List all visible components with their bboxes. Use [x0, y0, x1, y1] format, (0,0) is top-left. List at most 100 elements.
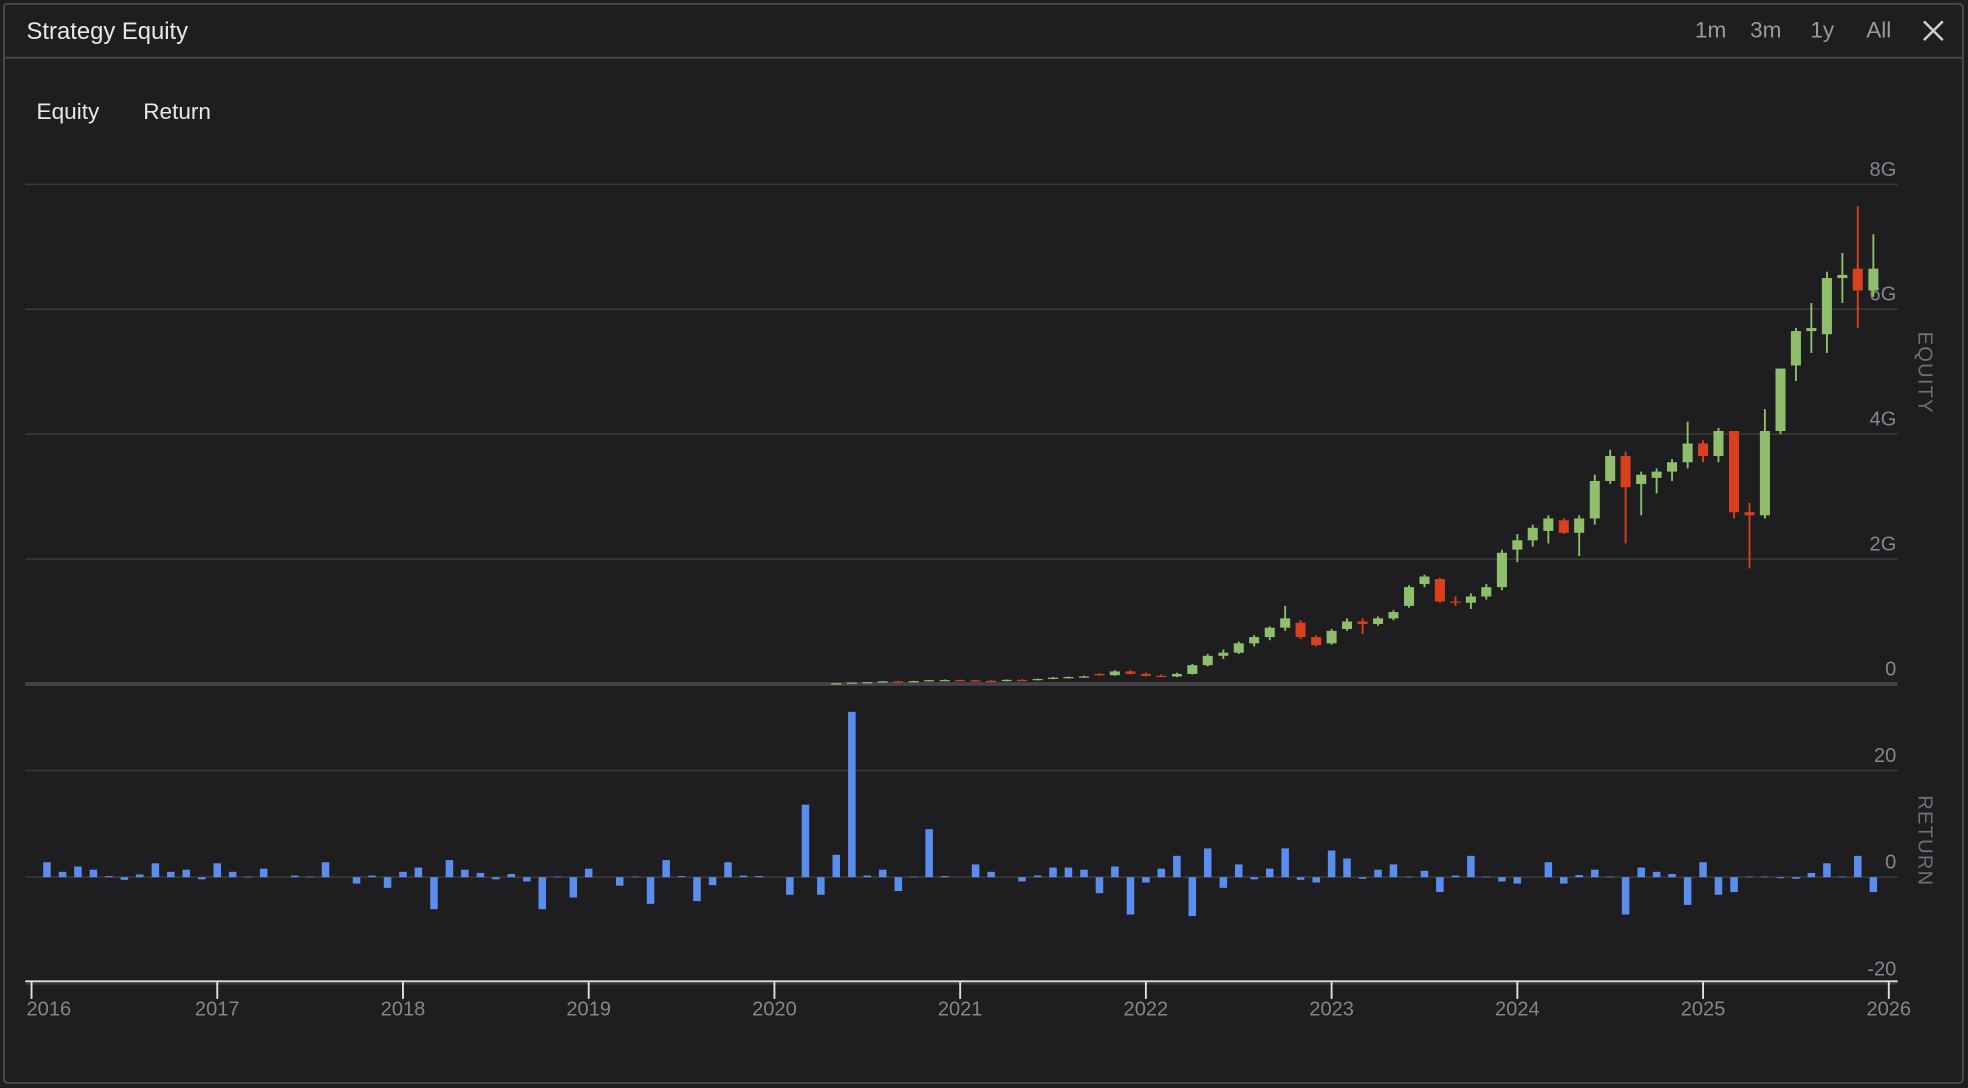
- return-bar: [1033, 875, 1042, 878]
- return-bar: [1296, 877, 1305, 880]
- candle-body: [1326, 630, 1337, 644]
- return-bar: [1157, 868, 1166, 878]
- return-bar: [414, 867, 423, 878]
- candle-body: [1558, 520, 1569, 533]
- candle-body: [1264, 627, 1275, 638]
- return-bar: [817, 877, 825, 895]
- return-bar: [538, 877, 547, 910]
- return-bar: [1621, 877, 1630, 915]
- range-button[interactable]: 3m: [1750, 17, 1781, 42]
- return-bar: [1807, 872, 1816, 878]
- return-bar: [1018, 877, 1026, 882]
- candle-body: [1295, 622, 1306, 638]
- return-bar: [1188, 877, 1197, 917]
- return-bar: [1544, 862, 1553, 878]
- candle-body: [939, 680, 950, 682]
- return-bar: [1111, 866, 1119, 878]
- return-bar: [1358, 877, 1367, 879]
- return-bar: [1575, 875, 1583, 878]
- candle-body: [1156, 675, 1167, 678]
- return-bar: [523, 877, 531, 882]
- return-bar: [1761, 876, 1769, 878]
- y-tick-label: 8G: [1870, 159, 1897, 181]
- return-bar: [290, 875, 299, 878]
- return-bar: [1420, 870, 1429, 878]
- return-bar: [1126, 877, 1135, 915]
- y-tick-label: 20: [1874, 745, 1896, 767]
- x-tick-label: 2023: [1309, 998, 1354, 1020]
- return-bar: [244, 876, 253, 878]
- candle-body: [1744, 512, 1755, 516]
- x-tick-label: 2020: [752, 998, 797, 1020]
- candle-body: [893, 681, 904, 683]
- candle-body: [1651, 471, 1662, 478]
- range-button[interactable]: All: [1866, 17, 1891, 42]
- candle-body: [1202, 655, 1213, 666]
- return-bar: [863, 875, 872, 878]
- candle-body: [1775, 368, 1786, 432]
- return-bar: [198, 877, 206, 880]
- tab[interactable]: Return: [143, 99, 211, 124]
- candle-body: [1404, 587, 1415, 606]
- return-bar: [1142, 877, 1150, 883]
- candle-body: [1465, 596, 1476, 603]
- return-bar: [1173, 855, 1181, 878]
- return-bar: [399, 871, 407, 878]
- candle-body: [1682, 443, 1693, 463]
- tab[interactable]: Equity: [37, 99, 100, 124]
- return-bar: [646, 877, 655, 904]
- return-bar: [1389, 864, 1398, 878]
- candle-body: [1512, 540, 1523, 550]
- candle-body: [1094, 673, 1105, 676]
- candle-body: [1605, 455, 1616, 481]
- x-tick-label: 2016: [27, 998, 72, 1020]
- return-bar: [848, 711, 856, 878]
- candle-body: [1048, 677, 1059, 679]
- y-axis-title: RETURN: [1914, 795, 1936, 886]
- return-bar: [1823, 863, 1831, 878]
- candle-body: [1806, 327, 1817, 332]
- return-bar: [167, 871, 175, 878]
- return-bar: [492, 877, 500, 880]
- return-bar: [1436, 877, 1444, 893]
- candle-body: [1450, 601, 1461, 603]
- return-bar: [662, 860, 670, 878]
- return-bar: [569, 877, 578, 898]
- candle-body: [1636, 474, 1647, 485]
- candle-body: [1079, 676, 1090, 678]
- return-bar: [1513, 877, 1522, 884]
- return-bar: [1838, 876, 1847, 878]
- candle-body: [1001, 679, 1012, 682]
- return-bar: [832, 854, 841, 878]
- return-bar: [1482, 876, 1491, 878]
- candle-body: [1016, 679, 1028, 682]
- candle-body: [1125, 671, 1136, 674]
- return-bar: [708, 877, 717, 886]
- return-bar: [1234, 864, 1243, 878]
- y-tick-label: 2G: [1870, 534, 1897, 556]
- return-bar: [786, 877, 794, 895]
- range-button[interactable]: 1y: [1810, 17, 1835, 42]
- x-tick-label: 2021: [938, 998, 983, 1020]
- return-bar: [1668, 873, 1676, 878]
- close-icon: [1923, 20, 1944, 42]
- window-title: Strategy Equity: [27, 18, 189, 45]
- return-bar: [1714, 877, 1723, 895]
- return-bar: [584, 868, 593, 878]
- y-tick-label: 0: [1885, 658, 1896, 680]
- candle-body: [1063, 677, 1074, 679]
- close-button[interactable]: [1923, 20, 1944, 42]
- return-bar: [1281, 848, 1289, 878]
- return-bar: [1451, 875, 1460, 878]
- range-button[interactable]: 1m: [1695, 17, 1726, 42]
- candle-body: [1589, 480, 1600, 519]
- candle-body: [1543, 518, 1554, 531]
- return-bar: [445, 860, 454, 878]
- return-bar: [1080, 869, 1088, 878]
- return-bar: [801, 804, 810, 878]
- return-bar: [136, 874, 144, 878]
- return-bar: [259, 868, 268, 878]
